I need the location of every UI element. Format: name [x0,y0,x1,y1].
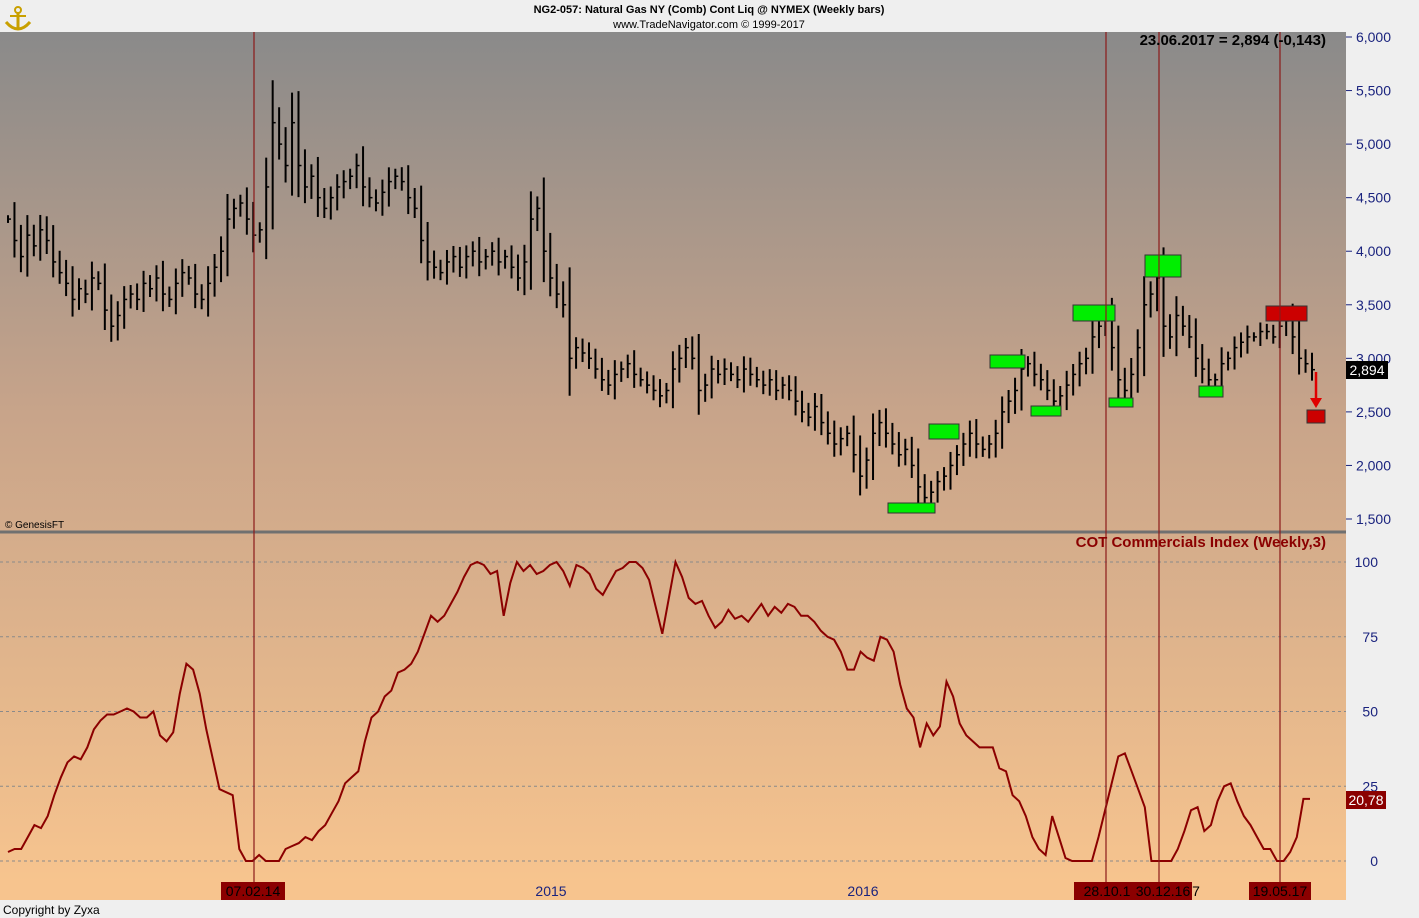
cot-last-label: 20,78 [1346,791,1386,809]
buy-marker [989,354,1026,369]
cot-tick-label: 25 [1362,778,1378,794]
x-label-2015: 2015 [535,883,566,899]
x-label-2016: 2016 [847,883,878,899]
right-axis-background [1346,32,1419,882]
price-tick-label: 5,000 [1356,136,1391,152]
signal-markers [887,254,1326,514]
price-tick-label: 5,500 [1356,83,1391,99]
price-axis: 6,0005,5005,0004,5004,0003,5003,0002,500… [1346,29,1391,527]
date-tag-1 [221,882,285,900]
price-readout: 23.06.2017 = 2,894 (-0,143) [1140,32,1326,49]
cot-axis: 100 75 50 25 0 [1355,554,1379,869]
buy-marker [1198,385,1224,398]
date-tag-4-label: 19.05.17 [1253,883,1308,899]
price-tick-label: 4,000 [1356,243,1391,259]
x-axis: 07.02.14 2015 2016 28.10.1 30.12.16 7 19… [0,882,1346,900]
cot-line [7,558,1310,862]
cot-tick-label: 100 [1355,554,1379,570]
copyright: Copyright by Zyxa [3,903,100,917]
buy-marker [1144,254,1182,278]
cot-title: COT Commercials Index (Weekly,3) [1076,534,1326,551]
plot-background [0,32,1346,882]
chart-title: NG2-057: Natural Gas NY (Comb) Cont Liq … [534,4,885,16]
date-tag-1-label: 07.02.14 [226,883,281,899]
price-tick-label: 2,000 [1356,457,1391,473]
date-tag-2-label: 28.10.1 [1084,883,1131,899]
date-tag-3b-label: 7 [1192,883,1200,899]
sell-marker [1265,305,1308,322]
buy-marker [1108,397,1134,408]
date-tag-3-label: 30.12.16 [1136,883,1191,899]
cot-grid [0,561,1346,862]
cot-tick-label: 50 [1362,704,1378,720]
cot-tick-label: 75 [1362,629,1378,645]
cot-tick-label: 0 [1370,853,1378,869]
price-tick-label: 1,500 [1356,511,1391,527]
price-tick-label: 4,500 [1356,190,1391,206]
price-tick-label: 2,500 [1356,404,1391,420]
chart-subtitle: www.TradeNavigator.com © 1999-2017 [612,19,805,31]
down-arrow-icon [1310,372,1322,408]
svg-text:20,78: 20,78 [1348,792,1383,808]
buy-marker [1030,405,1062,417]
date-tag-4 [1249,882,1311,900]
price-tick-label: 6,000 [1356,29,1391,45]
svg-text:2,894: 2,894 [1349,362,1384,378]
sell-marker [1306,409,1326,424]
event-lines [253,32,1281,882]
buy-marker [887,502,936,514]
price-bars [7,80,1315,511]
cot-line-group [7,558,1310,862]
buy-marker [1072,304,1116,322]
date-tag-3 [1134,882,1192,900]
anchor-logo-icon [4,6,32,31]
date-tag-2 [1074,882,1140,900]
buy-marker [928,423,960,440]
price-tick-label: 3,500 [1356,297,1391,313]
watermark: © GenesisFT [5,520,64,531]
price-last-label: 2,894 [1346,361,1388,379]
